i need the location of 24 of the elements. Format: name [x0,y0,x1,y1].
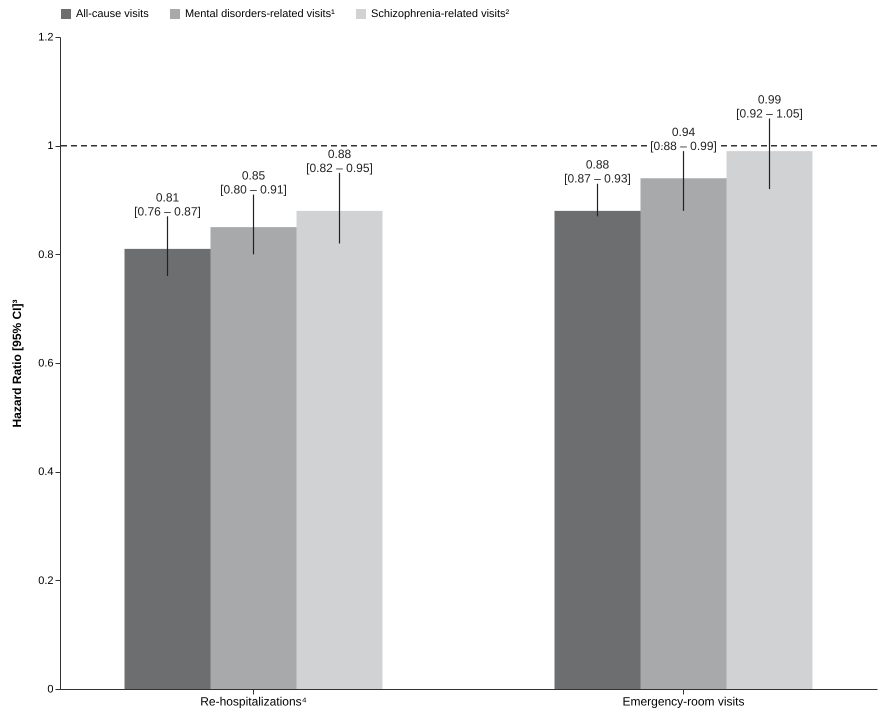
bar [210,227,296,689]
y-tick-label: 1 [47,140,54,152]
y-tick-label: 0.8 [38,248,54,261]
bar [554,210,640,689]
data-label: 0.85 [0.80 – 0.91] [220,168,287,197]
data-label: 0.88 [0.87 – 0.93] [564,158,631,186]
x-tick-label: Re-hospitalizations⁴ [200,694,307,708]
data-label: 0.99 [0.92 – 1.05] [736,92,803,120]
data-label: 0.81 [0.76 – 0.87] [134,190,201,218]
y-axis-title: Hazard Ratio [95% CI]³ [10,299,24,428]
bar [640,178,726,689]
legend-label: Mental disorders-related visits¹ [185,8,336,20]
x-tick-label: Emergency-room visits [622,694,745,708]
bar [726,151,812,689]
y-tick-label: 1.2 [38,32,54,44]
y-tick-label: 0.2 [38,574,54,587]
bar [124,248,210,689]
y-tick-label: 0 [47,684,54,696]
data-label: 0.88 [0.82 – 0.95] [306,146,373,175]
y-tick-label: 0.4 [38,466,54,478]
bar [296,210,382,689]
y-tick-label: 0.6 [38,358,54,370]
legend-label: Schizophrenia-related visits² [371,8,510,20]
legend-label: All-cause visits [76,8,150,20]
